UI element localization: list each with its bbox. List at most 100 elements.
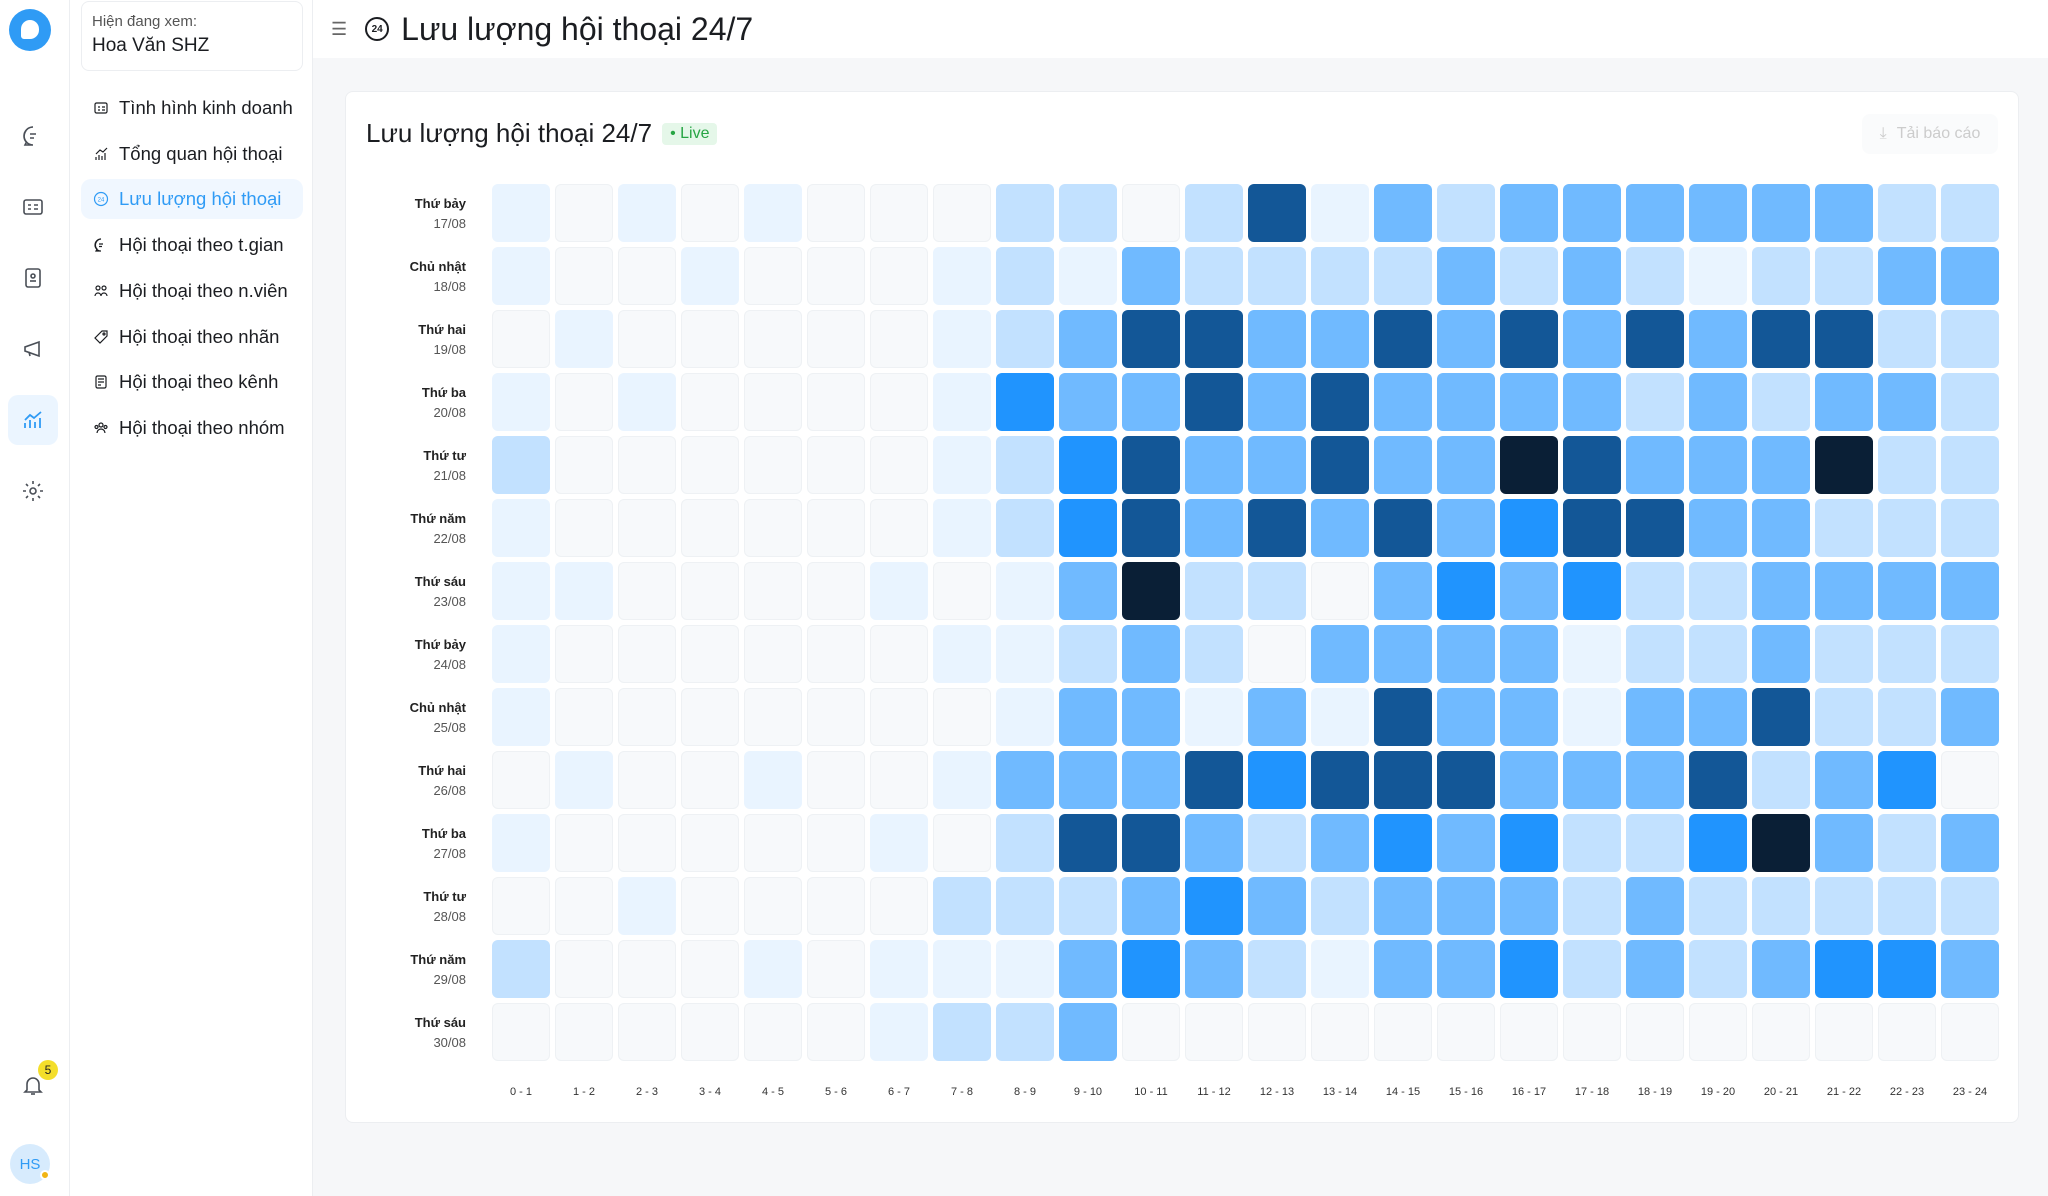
heatmap-cell[interactable] [1563,877,1621,935]
heatmap-cell[interactable] [1626,562,1684,620]
heatmap-cell[interactable] [1941,751,1999,809]
heatmap-cell[interactable] [1248,688,1306,746]
heatmap-cell[interactable] [1059,1003,1117,1061]
heatmap-cell[interactable] [1374,940,1432,998]
heatmap-cell[interactable] [1374,1003,1432,1061]
heatmap-cell[interactable] [1059,877,1117,935]
heatmap-cell[interactable] [1500,751,1558,809]
heatmap-cell[interactable] [1500,310,1558,368]
heatmap-cell[interactable] [1563,1003,1621,1061]
heatmap-cell[interactable] [996,940,1054,998]
heatmap-cell[interactable] [744,499,802,557]
heatmap-cell[interactable] [744,247,802,305]
contacts-card-icon[interactable] [8,182,58,232]
heatmap-cell[interactable] [1878,814,1936,872]
heatmap-cell[interactable] [933,751,991,809]
heatmap-cell[interactable] [1626,688,1684,746]
heatmap-cell[interactable] [1248,499,1306,557]
heatmap-cell[interactable] [492,436,550,494]
heatmap-cell[interactable] [618,310,676,368]
heatmap-cell[interactable] [1941,688,1999,746]
heatmap-cell[interactable] [807,1003,865,1061]
sidebar-item-4[interactable]: Hội thoại theo t.gian [81,225,303,265]
heatmap-cell[interactable] [1185,310,1243,368]
heatmap-cell[interactable] [1941,1003,1999,1061]
sidebar-item-7[interactable]: Hội thoại theo kênh [81,362,303,402]
heatmap-cell[interactable] [996,814,1054,872]
heatmap-cell[interactable] [1563,436,1621,494]
heatmap-cell[interactable] [1122,562,1180,620]
heatmap-cell[interactable] [1563,373,1621,431]
heatmap-cell[interactable] [681,1003,739,1061]
heatmap-cell[interactable] [1500,814,1558,872]
heatmap-cell[interactable] [1185,688,1243,746]
heatmap-cell[interactable] [1815,1003,1873,1061]
heatmap-cell[interactable] [681,373,739,431]
sidebar-item-5[interactable]: Hội thoại theo n.viên [81,271,303,311]
heatmap-cell[interactable] [1500,373,1558,431]
heatmap-cell[interactable] [1374,814,1432,872]
heatmap-cell[interactable] [1815,247,1873,305]
heatmap-cell[interactable] [681,751,739,809]
heatmap-cell[interactable] [1752,436,1810,494]
heatmap-cell[interactable] [996,877,1054,935]
heatmap-cell[interactable] [1500,562,1558,620]
heatmap-cell[interactable] [744,436,802,494]
heatmap-cell[interactable] [1311,751,1369,809]
heatmap-cell[interactable] [933,625,991,683]
heatmap-cell[interactable] [1437,814,1495,872]
heatmap-cell[interactable] [807,877,865,935]
heatmap-cell[interactable] [1122,436,1180,494]
heatmap-cell[interactable] [807,436,865,494]
heatmap-cell[interactable] [1185,625,1243,683]
heatmap-cell[interactable] [492,1003,550,1061]
heatmap-cell[interactable] [681,940,739,998]
heatmap-cell[interactable] [492,814,550,872]
heatmap-cell[interactable] [870,625,928,683]
heatmap-cell[interactable] [1311,877,1369,935]
heatmap-cell[interactable] [807,310,865,368]
heatmap-cell[interactable] [1815,436,1873,494]
heatmap-cell[interactable] [1500,184,1558,242]
heatmap-cell[interactable] [1248,247,1306,305]
heatmap-cell[interactable] [1311,499,1369,557]
heatmap-cell[interactable] [492,373,550,431]
heatmap-cell[interactable] [492,562,550,620]
heatmap-cell[interactable] [1563,625,1621,683]
sidebar-item-2[interactable]: Tổng quan hội thoại [81,134,303,174]
heatmap-cell[interactable] [1563,310,1621,368]
heatmap-cell[interactable] [933,940,991,998]
heatmap-cell[interactable] [1941,373,1999,431]
heatmap-cell[interactable] [1311,814,1369,872]
heatmap-cell[interactable] [1248,1003,1306,1061]
heatmap-cell[interactable] [555,877,613,935]
heatmap-cell[interactable] [870,1003,928,1061]
heatmap-cell[interactable] [1941,310,1999,368]
heatmap-cell[interactable] [1122,499,1180,557]
heatmap-cell[interactable] [1878,310,1936,368]
heatmap-cell[interactable] [1374,184,1432,242]
sidebar-item-3[interactable]: 24 Lưu lượng hội thoại [81,179,303,220]
heatmap-cell[interactable] [1626,1003,1684,1061]
heatmap-cell[interactable] [1059,499,1117,557]
heatmap-cell[interactable] [1059,373,1117,431]
heatmap-cell[interactable] [744,625,802,683]
heatmap-cell[interactable] [618,1003,676,1061]
bell-icon[interactable] [8,1060,58,1110]
heatmap-cell[interactable] [1563,751,1621,809]
heatmap-cell[interactable] [1374,751,1432,809]
heatmap-cell[interactable] [1059,688,1117,746]
heatmap-cell[interactable] [492,751,550,809]
heatmap-cell[interactable] [1626,310,1684,368]
heatmap-cell[interactable] [555,751,613,809]
heatmap-cell[interactable] [555,247,613,305]
heatmap-cell[interactable] [492,499,550,557]
heatmap-cell[interactable] [1878,562,1936,620]
heatmap-cell[interactable] [1185,940,1243,998]
heatmap-cell[interactable] [1689,688,1747,746]
heatmap-cell[interactable] [1059,814,1117,872]
heatmap-cell[interactable] [1563,562,1621,620]
heatmap-cell[interactable] [1752,499,1810,557]
heatmap-cell[interactable] [1752,751,1810,809]
heatmap-cell[interactable] [1878,436,1936,494]
